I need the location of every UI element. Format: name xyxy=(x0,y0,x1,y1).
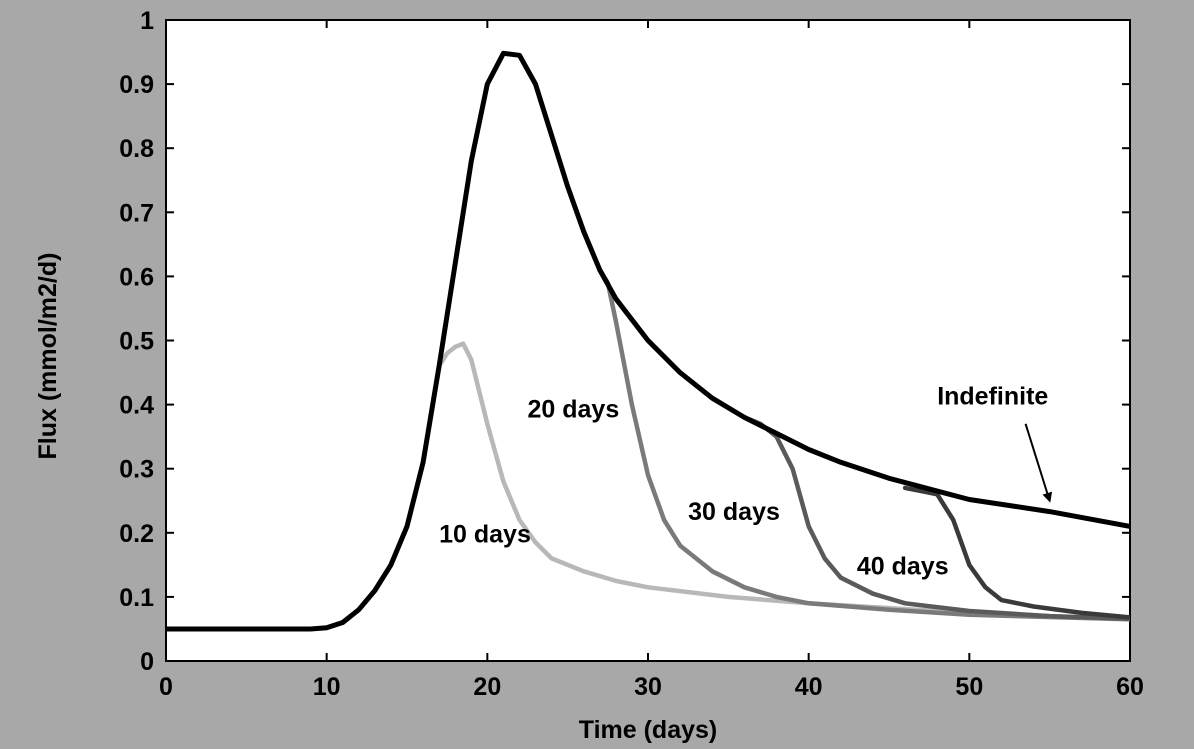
series-line-10-days xyxy=(436,341,1130,622)
series-line-indefinite xyxy=(166,50,1130,632)
y-tick-label: 0.1 xyxy=(119,584,154,612)
x-tick-label: 10 xyxy=(313,673,341,701)
y-tick-label: 0 xyxy=(140,648,154,676)
y-axis-title: Flux (mmol/m2/d) xyxy=(34,253,62,460)
annotation-label: 40 days xyxy=(857,552,949,580)
annotation-label: Indefinite xyxy=(937,383,1048,411)
y-tick-label: 0.9 xyxy=(119,71,154,99)
y-tick-label: 0.6 xyxy=(119,263,154,291)
y-tick-label: 0.3 xyxy=(119,456,154,484)
x-axis-title: Time (days) xyxy=(579,716,717,744)
series-group xyxy=(166,50,1130,632)
y-tick-label: 1 xyxy=(140,7,154,35)
x-tick-label: 60 xyxy=(1116,673,1144,701)
y-tick-label: 0.2 xyxy=(119,520,154,548)
indefinite-arrow xyxy=(1024,423,1053,503)
series-line-40-days xyxy=(902,485,1130,620)
series-line-20-days xyxy=(597,267,1130,622)
axis-ticks: 0 10 20 30 40 50 60 0 0.1 0.2 0.3 0.4 0.5 0.6 0.7 0.8 0.… xyxy=(119,7,1144,701)
annotation-label: 10 days xyxy=(439,520,531,548)
x-tick-label: 50 xyxy=(955,673,983,701)
y-tick-label: 0.5 xyxy=(119,328,154,356)
x-tick-label: 20 xyxy=(473,673,501,701)
x-tick-label: 40 xyxy=(795,673,823,701)
y-tick-label: 0.7 xyxy=(119,199,154,227)
y-tick-label: 0.4 xyxy=(119,392,154,420)
annotation-label: 30 days xyxy=(688,498,780,526)
annotation-label: 20 days xyxy=(528,395,620,423)
x-tick-label: 0 xyxy=(159,673,173,701)
annotation-group: 10 days 20 days 30 days 40 days Indefinite xyxy=(439,383,1053,580)
y-tick-label: 0.8 xyxy=(119,135,154,163)
x-tick-label: 30 xyxy=(634,673,662,701)
